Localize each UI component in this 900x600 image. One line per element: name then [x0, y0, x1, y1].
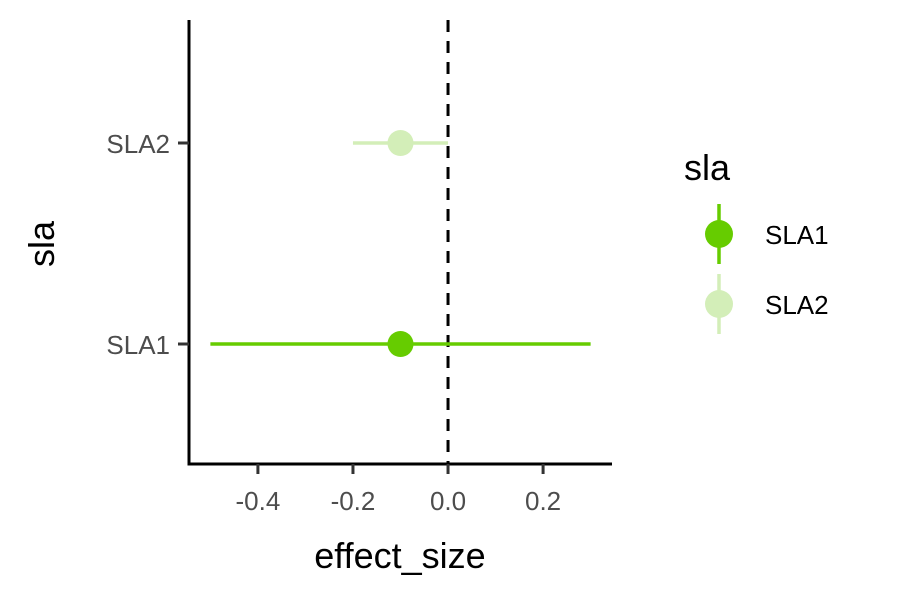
- legend-key-point-sla1: [705, 220, 733, 248]
- legend-label-sla2: SLA2: [765, 290, 829, 320]
- x-tick-label: -0.4: [236, 486, 281, 516]
- x-tick-label: 0.0: [430, 486, 466, 516]
- y-tick-label: SLA1: [106, 330, 170, 360]
- x-axis-title: effect_size: [314, 535, 485, 576]
- legend-title: sla: [684, 147, 731, 188]
- plot-marks: [210, 130, 591, 357]
- legend-label-sla1: SLA1: [765, 220, 829, 250]
- y-axis-ticks: SLA1 SLA2: [106, 129, 189, 360]
- legend: sla SLA1 SLA2: [684, 147, 829, 334]
- legend-items: SLA1 SLA2: [705, 204, 829, 334]
- x-tick-label: 0.2: [525, 486, 561, 516]
- point-estimate-sla2: [387, 130, 414, 156]
- y-axis-title: sla: [21, 220, 62, 267]
- x-axis-ticks: -0.4 -0.2 0.0 0.2: [236, 464, 561, 516]
- x-tick-label: -0.2: [331, 486, 376, 516]
- y-tick-label: SLA2: [106, 129, 170, 159]
- point-estimate-sla1: [387, 331, 414, 357]
- legend-key-point-sla2: [705, 290, 733, 318]
